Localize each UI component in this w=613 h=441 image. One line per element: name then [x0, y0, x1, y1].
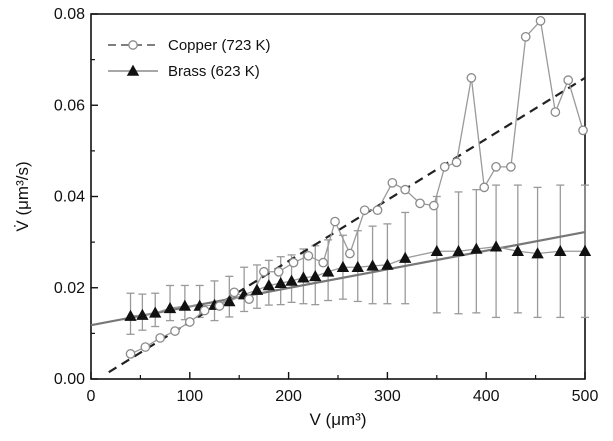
copper-point: [125, 349, 136, 359]
labels: V (μm³) V̇ (μm³/s): [13, 161, 367, 429]
copper-point: [273, 266, 284, 277]
brass-point: [381, 258, 394, 270]
copper-point: [428, 200, 439, 211]
legend-copper-label: Copper (723 K): [168, 37, 271, 54]
x-tick-label: 500: [572, 388, 599, 405]
brass-point: [366, 259, 379, 271]
legend: Copper (723 K) Brass (623 K): [108, 37, 271, 80]
y-axis-title: V̇ (μm³/s): [13, 161, 32, 231]
brass-point: [511, 244, 524, 257]
brass-point: [578, 244, 592, 257]
copper-point: [155, 333, 166, 343]
y-tick-label: 0.04: [54, 189, 85, 206]
brass-point: [124, 309, 137, 321]
error-bars: [126, 184, 589, 335]
axes-ticks: 0 100 200 300 400 500 0.00 0.02 0.04 0.06 0.08: [54, 6, 599, 405]
copper-point: [466, 73, 477, 83]
copper-point: [259, 266, 269, 277]
copper-point: [439, 161, 450, 172]
brass-point: [223, 295, 236, 307]
copper-point: [400, 184, 411, 195]
y-tick-label: 0.08: [54, 6, 85, 23]
brass-point: [274, 276, 287, 288]
brass-point: [250, 283, 264, 295]
brass-point: [262, 279, 276, 291]
copper-point: [140, 342, 151, 352]
brass-point: [531, 247, 544, 259]
copper-point: [451, 157, 462, 168]
plot-area: [90, 13, 586, 380]
x-axis-title: V (μm³): [309, 410, 366, 429]
copper-point: [128, 40, 138, 50]
brass-point: [149, 306, 162, 318]
brass-point: [452, 244, 465, 257]
y-tick-label: 0.06: [54, 97, 85, 114]
brass-point: [399, 251, 412, 263]
copper-point: [345, 248, 355, 259]
brass-point: [321, 265, 335, 277]
y-tick-label: 0.00: [54, 371, 85, 388]
brass-point: [136, 308, 149, 320]
copper-point: [520, 31, 531, 42]
brass-point: [489, 240, 503, 252]
copper-point: [563, 75, 574, 86]
copper-point: [550, 107, 561, 117]
copper-point: [229, 287, 240, 298]
brass-point: [430, 244, 443, 257]
copper-point: [214, 301, 225, 311]
brass-point: [285, 274, 298, 286]
copper-point: [303, 250, 314, 261]
brass-point: [163, 301, 177, 314]
copper-point: [415, 198, 425, 209]
copper-point: [578, 125, 588, 136]
brass-point: [336, 260, 350, 273]
copper-point: [288, 257, 299, 268]
x-tick-label: 400: [473, 388, 500, 405]
copper-point: [372, 205, 383, 216]
copper-point: [359, 205, 370, 216]
brass-point: [554, 244, 567, 257]
copper-point: [184, 317, 195, 327]
copper-point: [244, 294, 254, 305]
legend-brass-label: Brass (623 K): [168, 63, 260, 80]
brass-point: [309, 270, 322, 282]
brass-point: [297, 271, 310, 283]
brass-point: [351, 260, 364, 273]
copper-point: [506, 161, 516, 172]
copper-point: [318, 257, 329, 268]
markers: [124, 15, 592, 359]
x-tick-label: 0: [87, 388, 96, 405]
x-tick-label: 200: [275, 388, 302, 405]
x-tick-label: 100: [176, 388, 203, 405]
brass-point: [470, 242, 483, 254]
copper-point: [199, 305, 210, 316]
brass-point: [178, 299, 192, 311]
copper-point: [535, 15, 546, 26]
y-tick-label: 0.02: [54, 280, 85, 297]
copper-point: [491, 161, 501, 172]
x-tick-label: 300: [374, 388, 401, 405]
brass-point: [126, 64, 140, 76]
copper-point: [387, 177, 398, 188]
copper-point: [170, 326, 180, 336]
copper-point: [330, 216, 340, 227]
copper-point: [479, 182, 490, 193]
